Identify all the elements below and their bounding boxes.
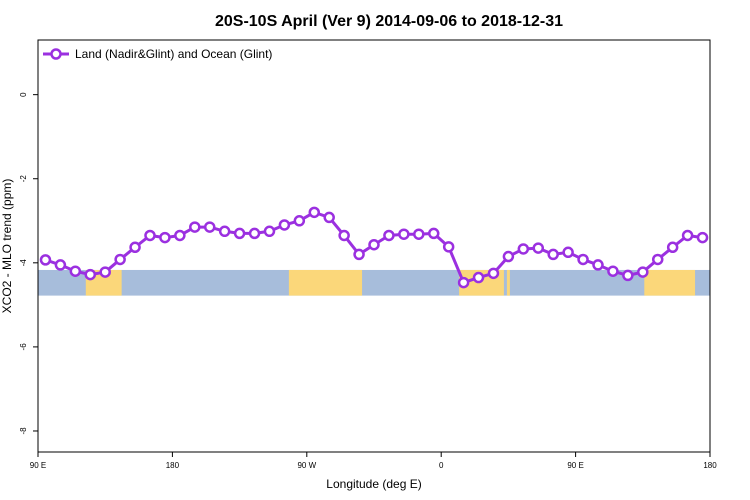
x-tick-label-0: 90 E [30, 461, 46, 470]
data-point [532, 242, 545, 254]
x-axis: 90 E 180 90 W 0 90 E 180 [30, 452, 717, 470]
data-point [592, 259, 604, 271]
chart-title: 20S-10S April (Ver 9) 2014-09-06 to 2018… [215, 13, 563, 30]
legend: Land (Nadir&Glint) and Ocean (Glint) [43, 47, 272, 61]
x-tick-label-3: 0 [439, 461, 444, 470]
data-point [651, 253, 664, 266]
data-point [248, 227, 261, 240]
data-point [398, 228, 410, 240]
data-point [39, 254, 52, 266]
series-layer [39, 206, 709, 289]
data-point [562, 246, 574, 259]
data-point [69, 265, 82, 277]
y-tick-label-1: -2 [19, 175, 28, 183]
land-segment-1 [288, 269, 363, 296]
data-point [278, 219, 291, 231]
data-point [681, 229, 694, 242]
data-point [442, 241, 455, 253]
data-point [203, 221, 216, 233]
data-point [696, 231, 709, 244]
data-point [353, 248, 365, 261]
data-point [517, 243, 530, 255]
data-point [129, 241, 141, 254]
data-point [622, 269, 634, 282]
x-tick-label-4: 90 E [567, 461, 583, 470]
data-point [174, 229, 186, 242]
data-point [99, 266, 111, 278]
data-point [413, 228, 425, 240]
data-point [263, 225, 276, 238]
data-point [233, 227, 246, 240]
data-point [308, 206, 321, 219]
ocean-band [38, 269, 710, 296]
data-point [144, 229, 156, 242]
legend-label: Land (Nadir&Glint) and Ocean (Glint) [75, 47, 272, 61]
y-tick-label-0: 0 [19, 92, 28, 97]
data-point [427, 227, 440, 240]
data-point [457, 276, 470, 289]
y-tick-label-2: -4 [19, 259, 28, 267]
y-axis-label: XCO2 - MLO trend (ppm) [0, 179, 14, 314]
data-point [218, 225, 231, 238]
data-point [293, 215, 306, 227]
data-point [502, 250, 515, 263]
data-point [84, 268, 97, 281]
data-point [338, 229, 350, 242]
data-point [189, 221, 201, 233]
y-tick-label-3: -6 [19, 343, 28, 351]
y-tick-label-4: -8 [19, 427, 28, 435]
x-tick-label-1: 180 [166, 461, 180, 470]
data-point [666, 241, 679, 254]
data-point [547, 248, 559, 261]
plot-frame [37, 39, 711, 453]
data-point [323, 211, 335, 224]
y-axis: 0 -2 -4 -6 -8 [19, 92, 38, 435]
legend-marker [50, 48, 62, 60]
data-point [472, 271, 485, 284]
land-segment-3 [506, 269, 510, 296]
land-segment-4 [644, 269, 696, 296]
data-point [383, 229, 395, 242]
data-point [114, 253, 126, 266]
data-point [637, 266, 649, 278]
data-point [159, 231, 171, 244]
x-tick-label-5: 180 [703, 461, 717, 470]
data-point [577, 253, 589, 266]
data-point [487, 267, 500, 280]
data-point [54, 259, 67, 271]
data-point [368, 238, 380, 251]
x-tick-label-2: 90 W [297, 461, 316, 470]
data-point [607, 265, 619, 277]
x-axis-label: Longitude (deg E) [326, 477, 421, 491]
